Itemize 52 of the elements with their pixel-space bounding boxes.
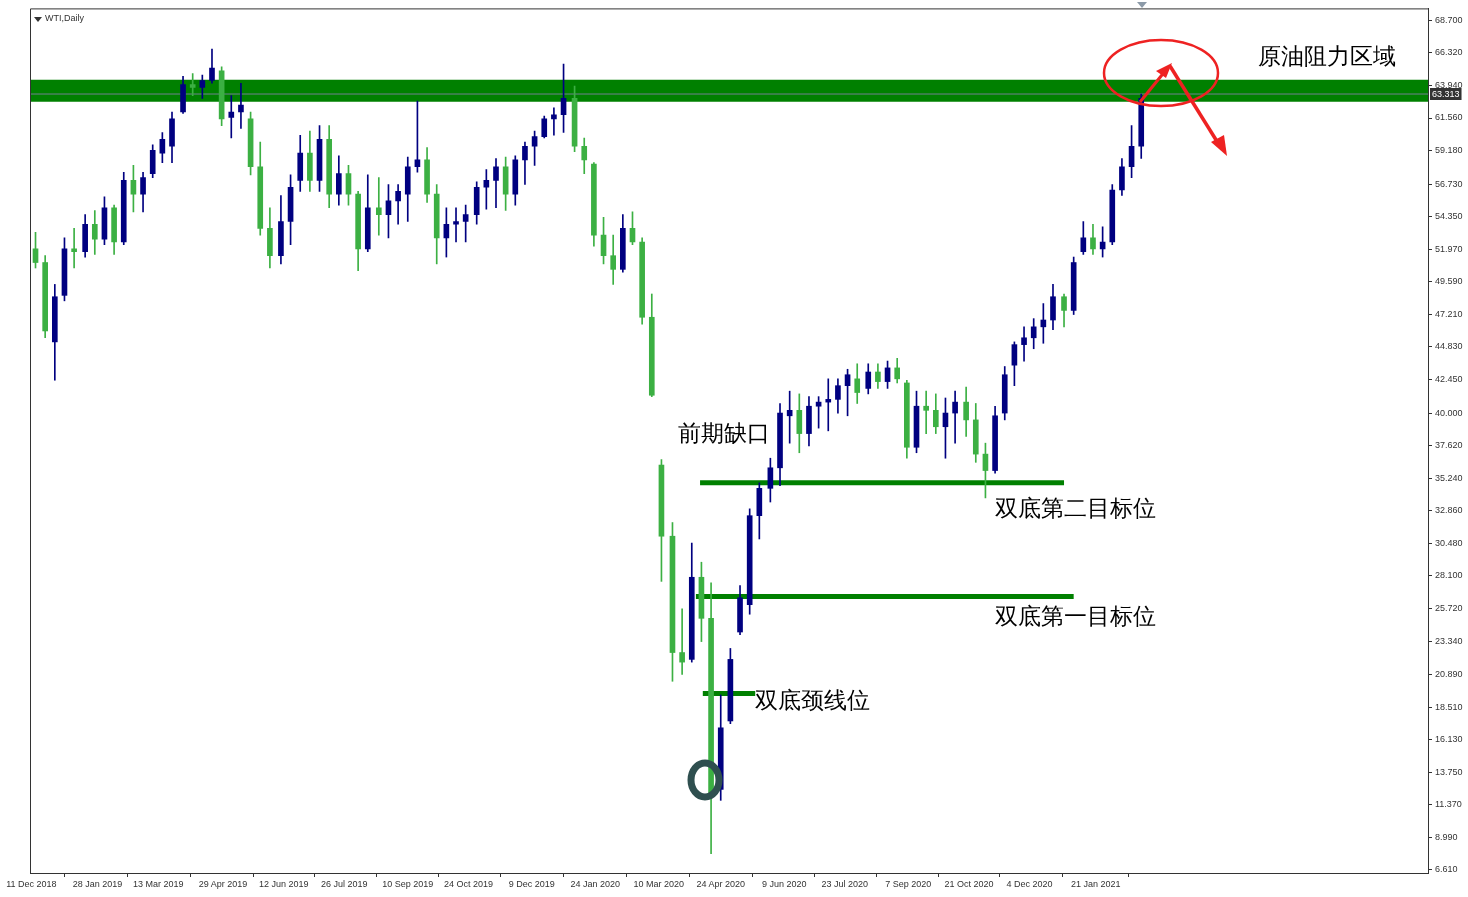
y-tick-label: 20.890 <box>1435 669 1463 680</box>
y-tick-label: 37.620 <box>1435 440 1463 451</box>
x-tick-label: 24 Jan 2020 <box>570 878 621 889</box>
x-tick-label: 23 Jul 2020 <box>821 878 869 889</box>
y-tick-label: 28.100 <box>1435 570 1463 581</box>
x-tick-label: 21 Oct 2020 <box>944 878 994 889</box>
annotation: 前期缺口 <box>678 419 770 446</box>
x-tick-label: 28 Jan 2019 <box>72 878 123 889</box>
x-tick-label: 12 Jun 2019 <box>258 878 309 889</box>
x-tick-label: 7 Sep 2020 <box>885 878 932 889</box>
y-tick-label: 8.990 <box>1435 831 1458 842</box>
x-tick-label: 24 Apr 2020 <box>696 878 745 889</box>
y-tick-label: 61.560 <box>1435 112 1463 123</box>
x-tick-label: 11 Dec 2018 <box>6 878 57 889</box>
x-tick-label: 9 Jun 2020 <box>761 878 807 889</box>
y-tick-label: 44.830 <box>1435 341 1463 352</box>
x-tick-label: 10 Mar 2020 <box>633 878 684 889</box>
ref-line-label: 63.313 <box>1432 88 1460 99</box>
text: WTI,Daily <box>45 13 84 23</box>
y-tick-label: 66.320 <box>1435 47 1463 58</box>
y-tick-label: 11.370 <box>1435 799 1462 810</box>
y-tick-label: 68.700 <box>1435 14 1463 25</box>
y-tick-label: 16.130 <box>1435 734 1463 745</box>
x-tick-label: 26 Jul 2019 <box>321 878 368 889</box>
y-tick-label: 49.590 <box>1435 276 1463 287</box>
y-tick-label: 13.750 <box>1435 766 1463 777</box>
y-tick-label: 47.210 <box>1435 308 1463 319</box>
y-tick-label: 35.240 <box>1435 472 1463 483</box>
x-tick-label: 13 Mar 2019 <box>132 878 184 889</box>
y-tick-label: 6.610 <box>1435 864 1458 875</box>
y-tick-label: 54.350 <box>1435 211 1463 222</box>
y-tick-label: 59.180 <box>1435 145 1463 156</box>
y-tick-label: 30.480 <box>1435 537 1463 548</box>
y-tick-label: 18.510 <box>1435 701 1463 712</box>
y-tick-label: 23.340 <box>1435 635 1463 646</box>
x-tick-label: 10 Sep 2019 <box>382 878 434 889</box>
annotation: 双底颈线位 <box>755 686 871 713</box>
x-tick-label: 29 Apr 2019 <box>198 878 248 889</box>
annotation: 双底第一目标位 <box>995 603 1157 630</box>
y-tick-label: 56.730 <box>1435 178 1463 189</box>
x-tick-label: 4 Dec 2020 <box>1006 878 1053 889</box>
y-tick-label: 42.450 <box>1435 374 1463 385</box>
x-tick-label: 21 Jan 2021 <box>1070 878 1121 889</box>
y-tick-label: 32.860 <box>1435 505 1463 516</box>
y-tick-label: 25.720 <box>1435 602 1463 613</box>
annotation: 原油阻力区域 <box>1258 42 1397 69</box>
y-tick-label: 63.940 <box>1435 79 1463 90</box>
y-tick-label: 40.000 <box>1435 407 1463 418</box>
y-tick-label: 51.970 <box>1435 243 1463 254</box>
x-tick-label: 9 Dec 2019 <box>508 878 555 889</box>
annotation: 双底第二目标位 <box>995 494 1157 521</box>
x-tick-label: 24 Oct 2019 <box>443 878 493 889</box>
